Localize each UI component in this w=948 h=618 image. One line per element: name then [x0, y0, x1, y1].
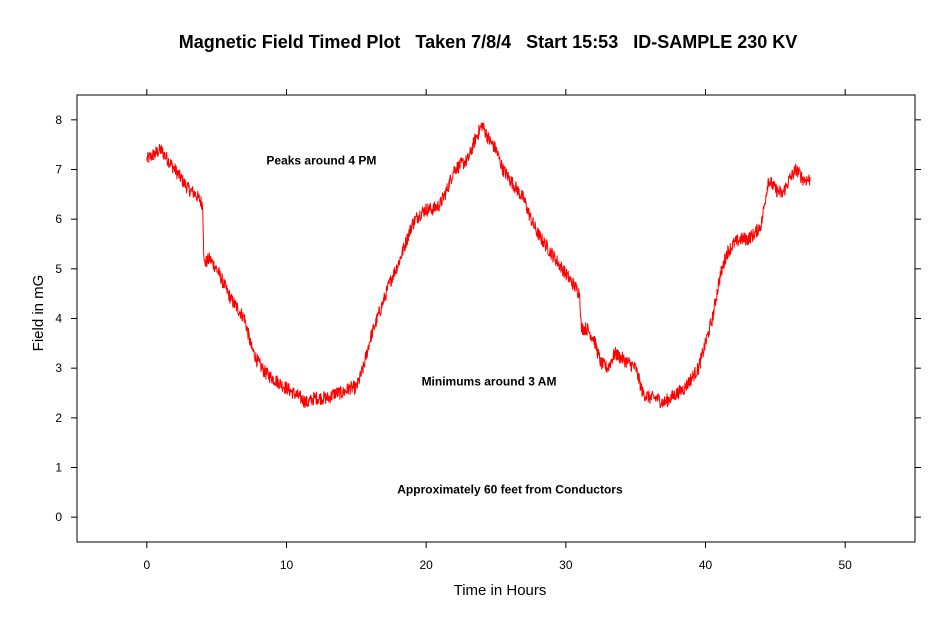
- y-tick-label: 3: [55, 361, 62, 375]
- x-tick-label: 10: [280, 558, 294, 572]
- y-tick-label: 6: [55, 212, 62, 226]
- y-tick-label: 4: [55, 312, 62, 326]
- y-tick-label: 1: [55, 461, 62, 475]
- annotation-text: Peaks around 4 PM: [266, 154, 376, 168]
- x-tick-label: 0: [143, 558, 150, 572]
- annotation-text: Approximately 60 feet from Conductors: [397, 482, 623, 496]
- chart-title: Magnetic Field Timed Plot Taken 7/8/4 St…: [179, 32, 798, 52]
- x-tick-label: 30: [559, 558, 573, 572]
- y-tick-label: 0: [55, 510, 62, 524]
- x-tick-label: 50: [838, 558, 852, 572]
- y-axis-label: Field in mG: [30, 275, 47, 352]
- x-tick-label: 20: [419, 558, 433, 572]
- series-line: [146, 122, 811, 409]
- y-tick-label: 7: [55, 163, 62, 177]
- axis-ticks: 0 10 20 30 40 50 0 1 2 3 4 5 6 7 8: [55, 89, 921, 572]
- annotations: Peaks around 4 PM Minimums around 3 AM App…: [266, 154, 623, 497]
- y-tick-label: 8: [55, 113, 62, 127]
- plot-area-frame: [76, 94, 916, 543]
- y-tick-label: 2: [55, 411, 62, 425]
- x-tick-label: 40: [699, 558, 713, 572]
- annotation-text: Minimums around 3 AM: [422, 375, 557, 389]
- x-axis-label: Time in Hours: [454, 582, 547, 599]
- y-tick-label: 5: [55, 262, 62, 276]
